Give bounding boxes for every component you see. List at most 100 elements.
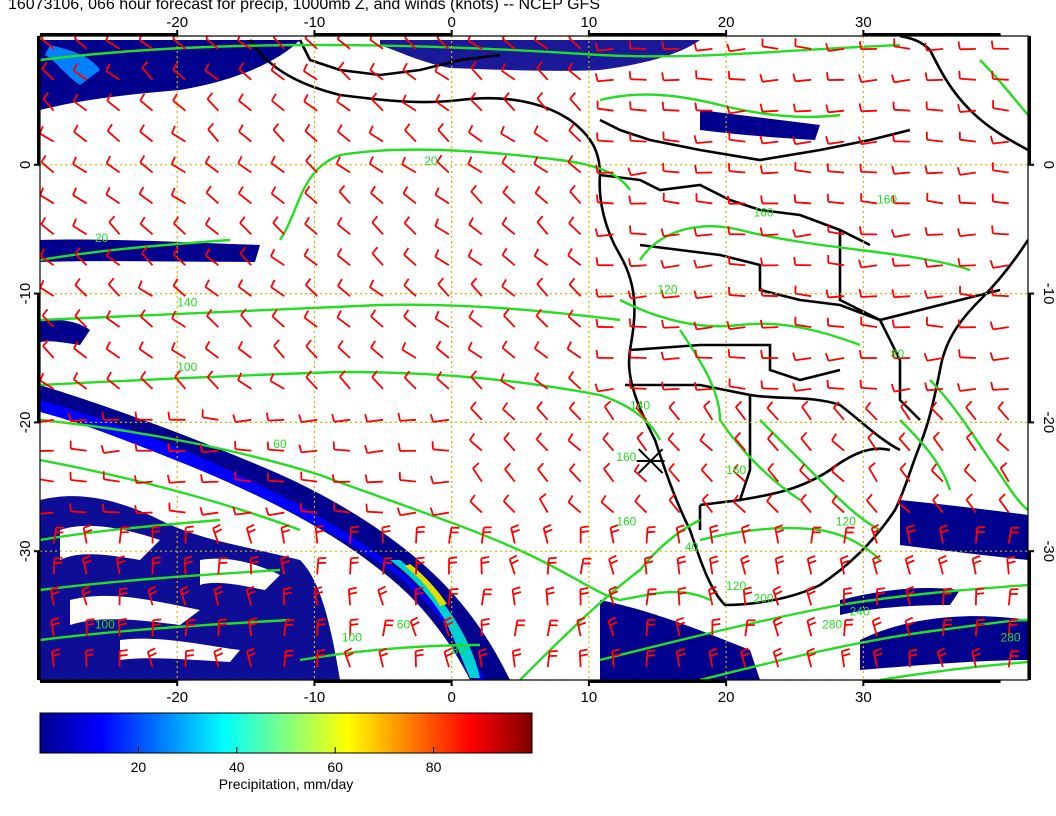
- wind-barb-icon: [538, 493, 549, 514]
- wind-barb-icon: [991, 70, 1009, 81]
- wind-barb-icon: [732, 463, 746, 483]
- lat-lon-grid: [40, 35, 1028, 681]
- wind-barb-icon: [629, 101, 647, 112]
- wind-barb-icon: [989, 321, 1009, 331]
- wind-barb-icon: [728, 378, 746, 390]
- wind-barb-icon: [213, 585, 224, 606]
- wind-barb-icon: [369, 36, 384, 50]
- wind-barb-icon: [397, 412, 417, 422]
- wind-barb-icon: [73, 36, 88, 50]
- wind-barb-icon: [825, 352, 845, 362]
- wind-barb-icon: [767, 462, 779, 483]
- wind-barb-icon: [480, 618, 490, 637]
- wind-barb-icon: [831, 433, 845, 452]
- wind-barb-icon: [628, 380, 647, 390]
- wind-barb-icon: [273, 339, 285, 359]
- wind-barb-icon: [378, 647, 389, 668]
- wind-barb-icon: [600, 494, 615, 514]
- wind-barb-icon: [69, 440, 87, 452]
- wind-barb-icon: [205, 185, 219, 205]
- wind-barb-icon: [726, 43, 746, 53]
- wind-barb-icon: [368, 156, 384, 174]
- wind-barb-icon: [101, 411, 120, 421]
- wind-barb-icon: [892, 195, 911, 205]
- wind-barb-icon: [146, 647, 157, 668]
- wind-barb-icon: [860, 193, 878, 205]
- wind-barb-icon: [629, 225, 647, 236]
- wind-barb-icon: [939, 524, 949, 544]
- lon-label-top: 30: [855, 14, 872, 31]
- wind-barb-icon: [628, 40, 647, 50]
- wind-barb-icon: [52, 556, 63, 575]
- wind-barb-icon: [728, 163, 746, 174]
- wind-barb-icon: [900, 400, 911, 421]
- wind-barb-icon: [772, 647, 783, 668]
- wind-barb-icon: [272, 123, 285, 143]
- wind-barb-icon: [467, 341, 483, 359]
- wind-barb-icon: [139, 216, 154, 236]
- wind-barb-icon: [831, 464, 845, 483]
- wind-barb-icon: [183, 555, 193, 575]
- frame-segment: [37, 293, 40, 423]
- wind-barb-icon: [728, 255, 746, 267]
- wind-barb-icon: [628, 195, 647, 205]
- wind-barb-icon: [594, 73, 614, 83]
- frame-segment: [588, 680, 727, 683]
- wind-barb-icon: [635, 401, 648, 421]
- wind-barb-icon: [280, 524, 291, 544]
- wind-barb-icon: [298, 414, 318, 424]
- wind-barb-icon: [40, 36, 55, 50]
- lat-label-right: -10: [1040, 283, 1056, 305]
- wind-barb-icon: [567, 62, 582, 81]
- wind-barb-icon: [101, 503, 120, 514]
- wind-barb-icon: [280, 555, 290, 575]
- wind-barb-icon: [151, 556, 161, 575]
- wind-barb-icon: [868, 462, 878, 483]
- wind-barb-icon: [793, 256, 812, 267]
- wind-barb-icon: [336, 310, 351, 328]
- wind-barb-icon: [760, 195, 779, 205]
- wind-barb-icon: [675, 524, 686, 544]
- wind-barb-icon: [437, 123, 450, 143]
- wind-barb-icon: [924, 382, 944, 392]
- lon-label-top: -20: [166, 14, 188, 31]
- wind-barb-icon: [314, 524, 325, 544]
- lat-label-left: -20: [17, 412, 34, 434]
- wind-barb-icon: [761, 38, 779, 50]
- wind-barb-icon: [734, 431, 747, 452]
- wind-barb-icon: [633, 463, 648, 483]
- wind-barb-icon: [200, 474, 219, 484]
- wind-barb-icon: [904, 616, 915, 637]
- wind-barb-icon: [568, 123, 582, 143]
- wind-barb-icon: [199, 444, 219, 454]
- wind-barb-icon: [168, 502, 186, 514]
- wind-barb-icon: [546, 556, 557, 575]
- wind-barb-icon: [468, 217, 483, 236]
- wind-barb-icon: [942, 587, 952, 606]
- wind-barb-icon: [107, 277, 121, 297]
- contour-label: 140: [177, 295, 197, 309]
- wind-barb-icon: [996, 432, 1010, 452]
- wind-barb-icon: [41, 308, 55, 328]
- wind-barb-icon: [595, 164, 614, 174]
- wind-barb-icon: [40, 279, 55, 297]
- wind-barb-icon: [794, 38, 812, 50]
- wind-barb-icon: [569, 92, 582, 112]
- wind-barb-icon: [859, 163, 878, 174]
- wind-barb-icon: [826, 163, 845, 174]
- wind-barb-icon: [72, 62, 88, 81]
- wind-barb-icon: [50, 586, 60, 606]
- wind-barb-icon: [534, 341, 549, 359]
- wind-barb-icon: [106, 371, 121, 390]
- wind-barb-icon: [206, 370, 220, 390]
- colorbar-label: Precipitation, mm/day: [219, 776, 354, 792]
- wind-barb-icon: [858, 288, 878, 298]
- wind-barb-icon: [184, 525, 194, 544]
- wind-barb-icon: [430, 414, 450, 423]
- wind-barb-icon: [740, 524, 751, 544]
- wind-barb-icon: [74, 247, 88, 266]
- wind-barb-icon: [579, 525, 589, 544]
- wind-barb-icon: [436, 36, 450, 50]
- wind-barb-icon: [800, 493, 812, 514]
- wind-barb-icon: [694, 349, 713, 359]
